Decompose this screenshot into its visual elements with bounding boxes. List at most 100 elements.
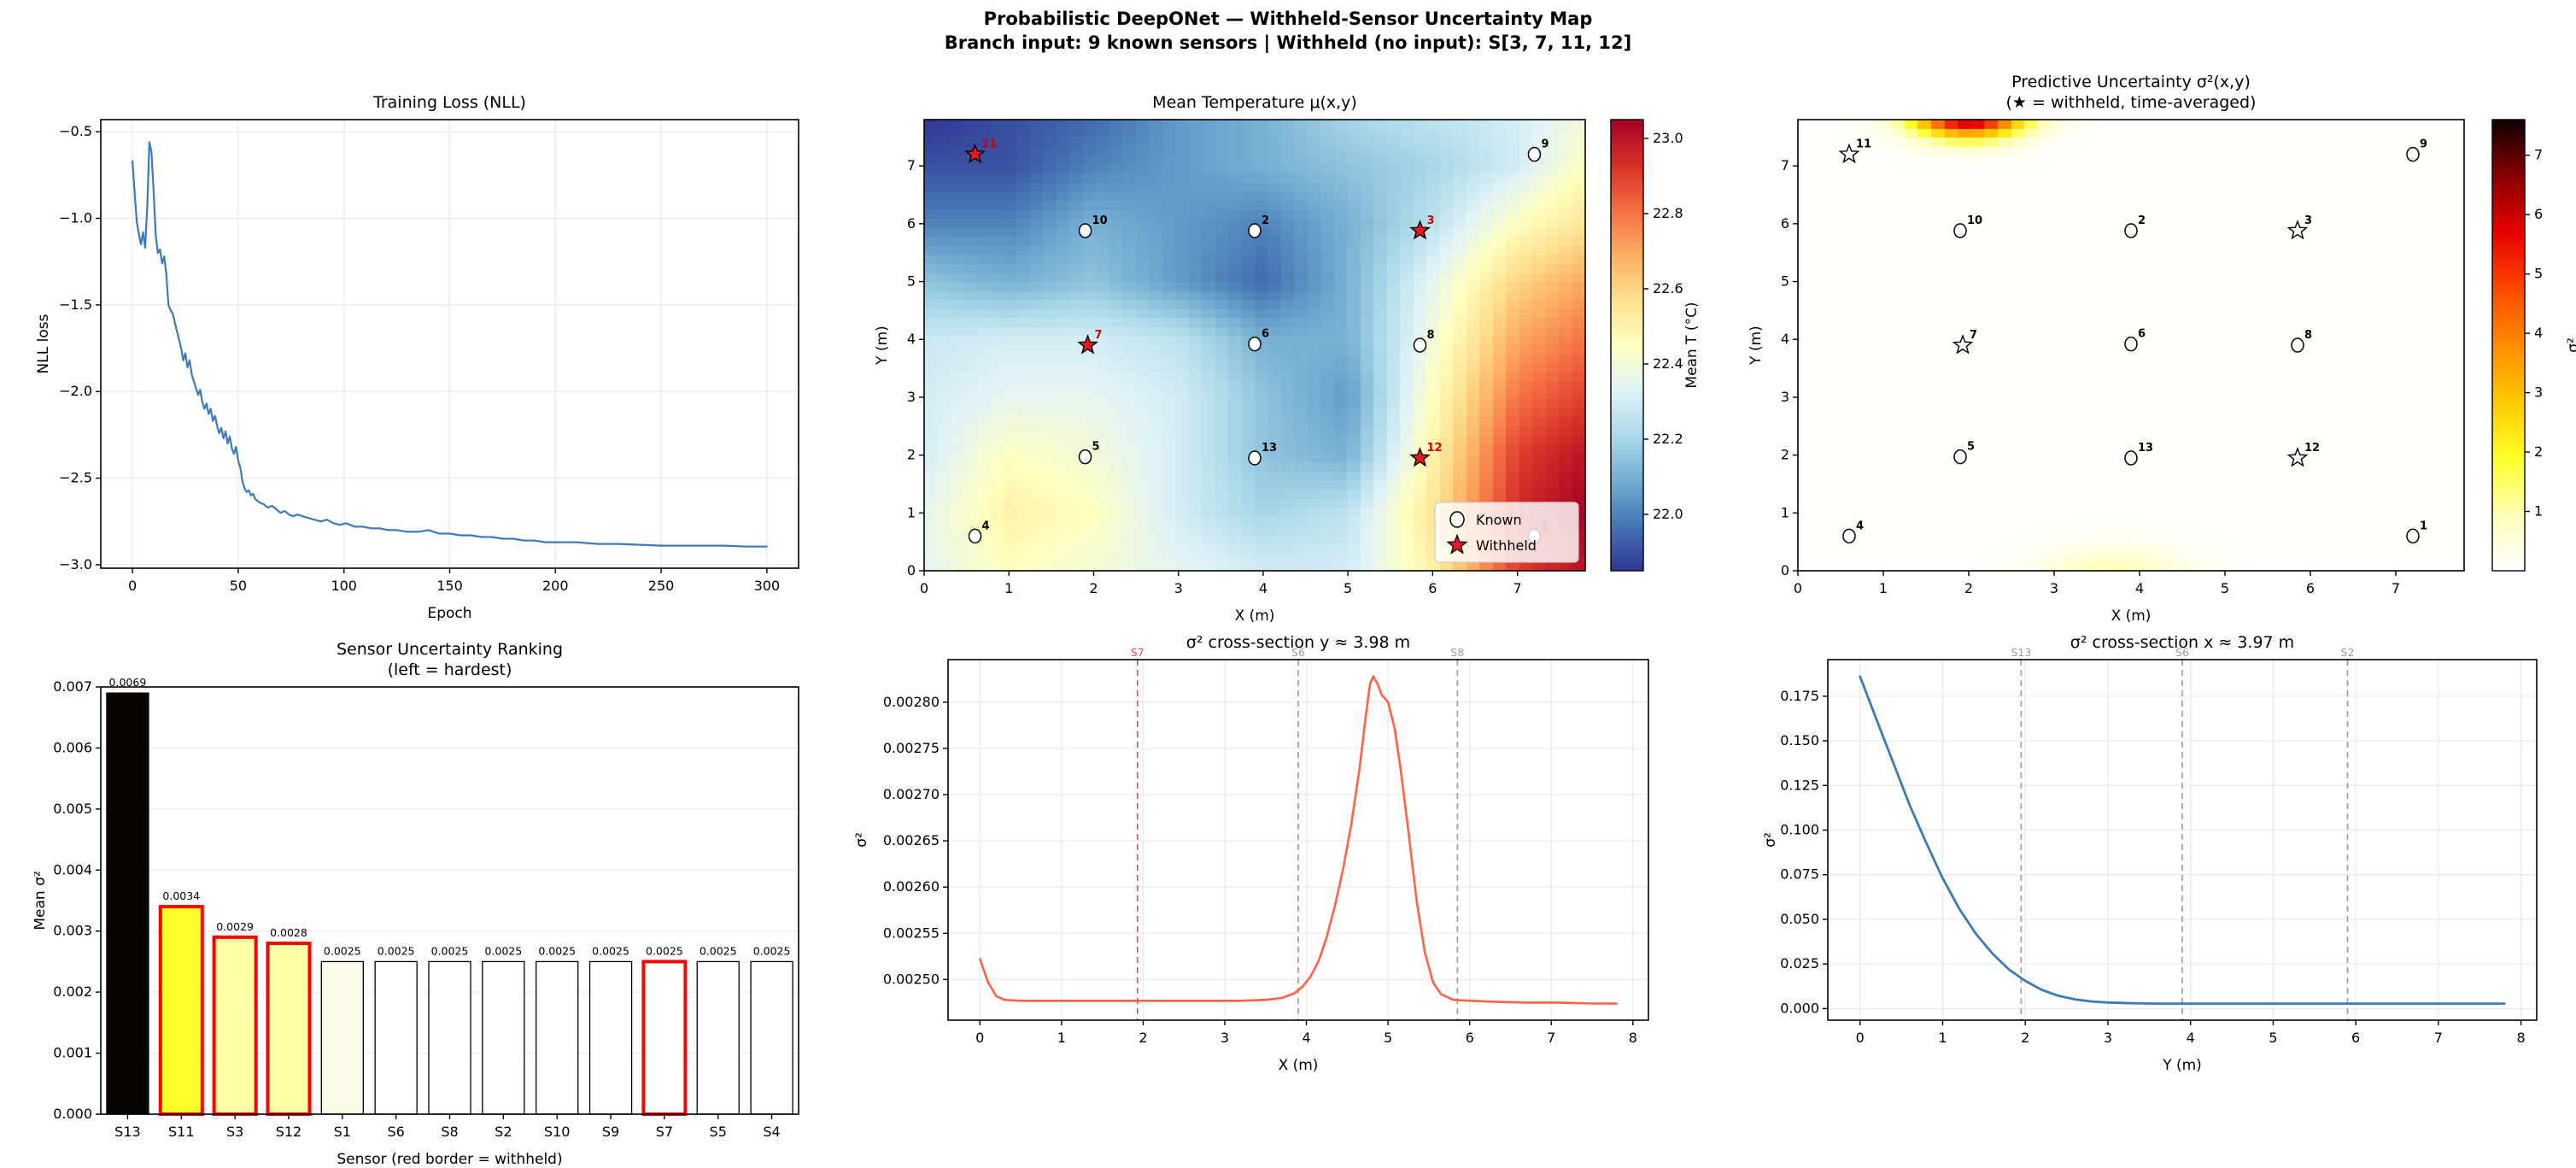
bar-cat-S7: S7 [656,1124,673,1140]
colorbar-tick-label: 5 [2534,266,2543,282]
x-axis-label: X (m) [1279,1057,1319,1074]
colorbar-tick-label: 22.6 [1653,280,1683,296]
x-tick-label: 50 [230,578,247,594]
bar-S11 [158,905,204,1116]
y-tick-label: 0.00260 [883,878,940,895]
x-tick-label: 1 [1057,1030,1066,1046]
x-tick-label: 6 [1466,1030,1474,1046]
panel-sensor-ranking: 0.0069 S13 0.0034 S11 0.0029 S3 0.0028 S12 0.002… [34,634,828,1168]
y-tick-label: 3 [1781,389,1789,405]
x-axis-label: X (m) [2111,607,2152,625]
y-tick-label: 7 [1781,157,1789,173]
x-tick-label: 1 [1938,1030,1947,1046]
bar-S12 [266,942,312,1116]
bar-S3 [212,935,258,1116]
panel-title-line2: (★ = withheld, time-averaged) [2006,93,2257,112]
panel-title-line2: (left = hardest) [388,660,512,679]
x-axis-label: Sensor (red border = withheld) [337,1151,562,1168]
figure-title-line1: Probabilistic DeepONet — Withheld-Sensor… [983,9,1593,29]
x-tick-label: 8 [2517,1030,2526,1046]
y-tick-label: 0.100 [1780,822,1819,838]
panel-title-line1: Predictive Uncertainty σ²(x,y) [2011,73,2251,91]
sensor-label-S5: 5 [1967,441,1975,454]
sensor-label-S4: 4 [1856,519,1864,532]
sensor-marker-S4-circle [1842,528,1856,544]
colorbar-label: Mean T (°C) [1683,302,1701,388]
y-tick-label: 0.075 [1780,866,1819,883]
colorbar-tick-label: 3 [2534,384,2543,401]
colorbar-tick-label: 6 [2534,206,2543,222]
y-tick-label: 1 [1781,504,1789,520]
y-tick-label: 0.000 [1780,1000,1819,1016]
axes-frame: 0.000 0.001 0.002 0.003 0.004 0.005 0.006 0.007… [34,640,799,1168]
y-tick-label: 0.00265 [883,832,940,848]
sensor-marker-S5-circle [1078,449,1092,465]
legend-withheld-label: Withheld [1476,537,1537,554]
sensor-marker-S10-circle [1078,223,1092,238]
vline-label-S6: S6 [2175,646,2189,659]
sensor-marker-S10-circle [1953,223,1967,238]
sensor-marker-S12-star [1409,447,1431,467]
y-tick-label: 0.00275 [883,740,940,756]
y-tick-label: 6 [1781,215,1789,232]
bar-value-S9: 0.0025 [592,944,629,957]
gridlines [101,120,799,568]
bar-S9 [588,960,633,1115]
bar-cat-S9: S9 [602,1124,619,1140]
colorbar-tick-label: 2 [2534,443,2543,460]
sensor-marker-S2-circle [2124,223,2138,238]
bar-cat-S4: S4 [763,1124,780,1140]
sensor-marker-S6-circle [1248,336,1262,352]
x-tick-label: 4 [1302,1030,1310,1046]
y-tick-label: 0.007 [53,678,92,695]
sensor-marker-S8-circle [1413,337,1427,353]
y-tick-label: −1.0 [59,210,92,226]
x-tick-label: 7 [2434,1030,2443,1046]
bar-value-S8: 0.0025 [431,944,469,957]
x-tick-label: 4 [2187,1030,2195,1046]
sensor-label-S10: 10 [1967,214,1982,227]
sensor-label-S12: 12 [1427,442,1443,455]
x-tick-label: 100 [331,578,357,594]
panel-predictive-uncertainty: 1 2 3 4 5 6 7 8 9 10 11 12 13 0 1 2 3 4 5 6 7 0 1 2 3 4 5 6 7 X (m) Y … [1742,68,2576,628]
x-tick-label: 5 [2269,1030,2277,1046]
xsection_x-svg: S13 S6 S2 0 1 2 3 4 5 6 7 8 0.000 0.025 0.050 0.075 0.10… [1762,634,2538,1074]
training_loss-svg: 0 50 100 150 200 250 300 −0.5 −1.0 −1.5 −2.0 −2.5 −3… [35,93,799,622]
y-tick-label: 4 [907,331,916,347]
sensor-marker-S7-star [1077,334,1098,355]
sensor-label-S5: 5 [1092,441,1100,454]
y-axis-label: σ² [853,832,870,848]
legend-known-label: Known [1476,512,1522,528]
bar-S10 [536,960,579,1115]
panel-title-line1: Sensor Uncertainty Ranking [337,640,563,659]
x-axis-label: Y (m) [2162,1057,2202,1074]
colorbar-tick-label: 22.2 [1653,431,1683,447]
x-tick-label: 0 [1794,580,1802,596]
legend: Known Withheld [1434,502,1579,563]
x-tick-label: 150 [436,578,463,594]
sensor-marker-S4-circle [968,528,982,544]
axes [101,120,799,568]
sensor-marker-S11-star [1838,143,1860,164]
sensor-label-S6: 6 [1262,328,1269,341]
x-tick-label: 2 [2021,1030,2029,1046]
y-tick-label: 0.00280 [883,694,940,710]
bar-value-S3: 0.0029 [216,920,254,933]
x-tick-label: 0 [920,580,928,596]
y-tick-label: 0.004 [53,861,92,877]
panel-xsection-y: S7 S6 S8 0 1 2 3 4 5 6 7 8 0.00250 0.00255 0.00260 0.00… [837,634,1700,1168]
sensor-marker-S5-circle [1953,449,1967,465]
panel-title: σ² cross-section y ≈ 3.98 m [1186,634,1410,652]
bar-cat-S5: S5 [710,1124,727,1140]
sensor-label-S3: 3 [2304,214,2312,227]
y-tick-label: −3.0 [59,556,92,572]
colorbar-label: σ² [2565,337,2576,353]
mean_temperature-svg: 12345678910111213KnownWithheld0123456701… [874,93,1701,625]
sensor-marker-S3-star [1409,219,1431,240]
bar-S2 [482,960,525,1115]
bar-S13 [106,692,149,1115]
x-tick-label: 4 [2135,580,2144,596]
x-tick-label: 3 [2050,580,2058,596]
